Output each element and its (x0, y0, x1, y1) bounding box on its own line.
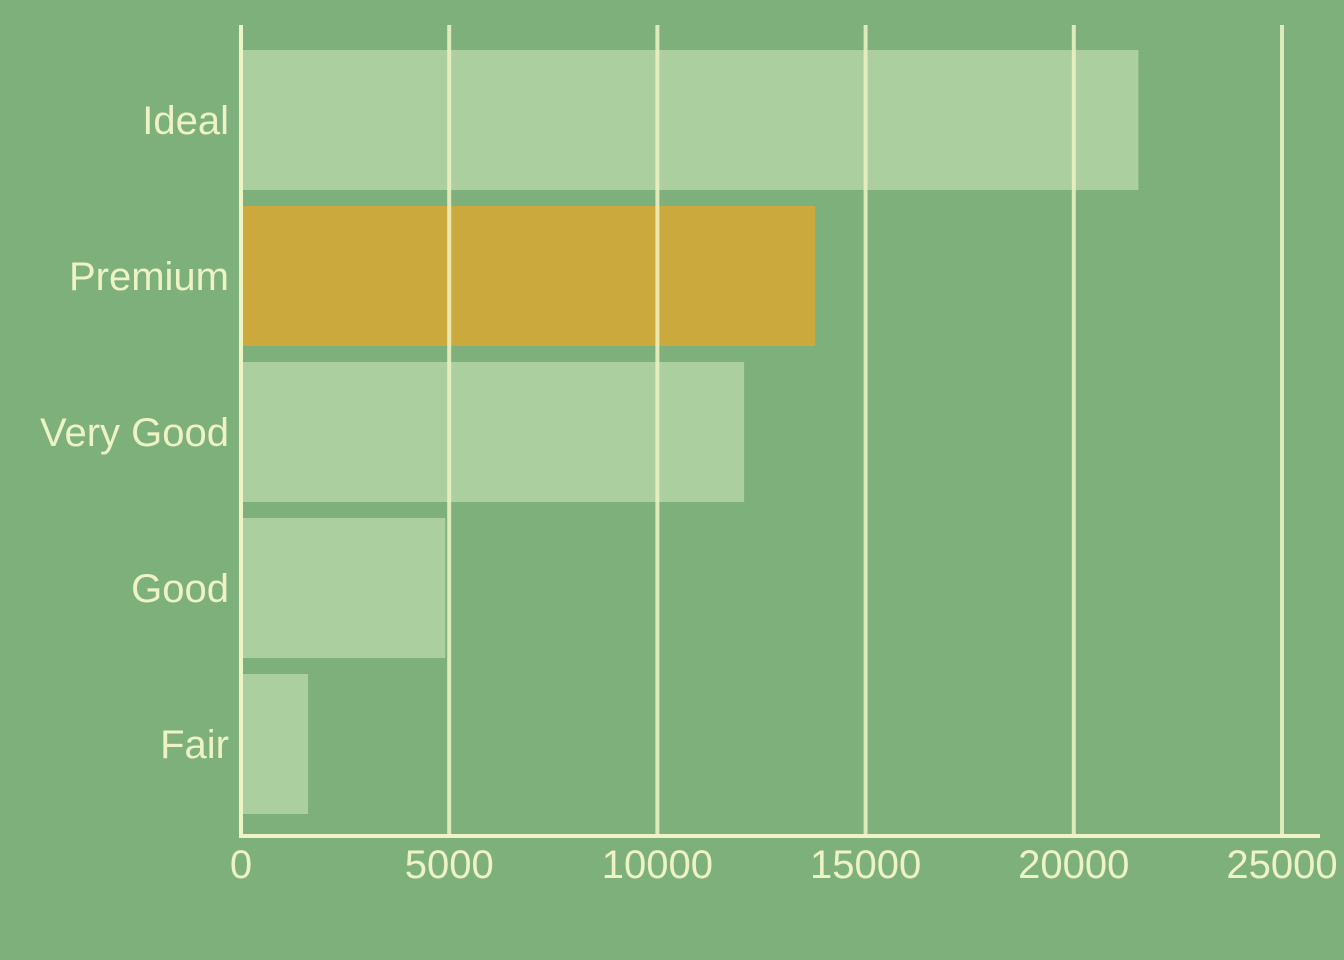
x-tick-label-0: 0 (230, 843, 252, 887)
bar-premium (243, 206, 816, 346)
x-tick-label-20000: 20000 (1018, 843, 1129, 887)
grid-lines (447, 25, 1284, 836)
bar-ideal (243, 50, 1139, 190)
y-category-label-good: Good (131, 567, 229, 611)
y-category-label-very-good: Very Good (40, 411, 229, 455)
bar-good (243, 518, 446, 658)
x-tick-labels: 0 5000 10000 15000 20000 25000 (230, 843, 1338, 887)
x-tick-label-5000: 5000 (405, 843, 494, 887)
bars (243, 50, 1139, 814)
y-category-label-premium: Premium (69, 255, 229, 299)
bar-very-good (243, 362, 745, 502)
x-tick-label-25000: 25000 (1226, 843, 1337, 887)
y-category-labels: Ideal Premium Very Good Good Fair (40, 99, 229, 767)
y-category-label-fair: Fair (160, 723, 229, 767)
bar-fair (243, 674, 309, 814)
axes (239, 25, 1320, 838)
x-tick-label-15000: 15000 (810, 843, 921, 887)
x-tick-label-10000: 10000 (602, 843, 713, 887)
y-category-label-ideal: Ideal (142, 99, 229, 143)
